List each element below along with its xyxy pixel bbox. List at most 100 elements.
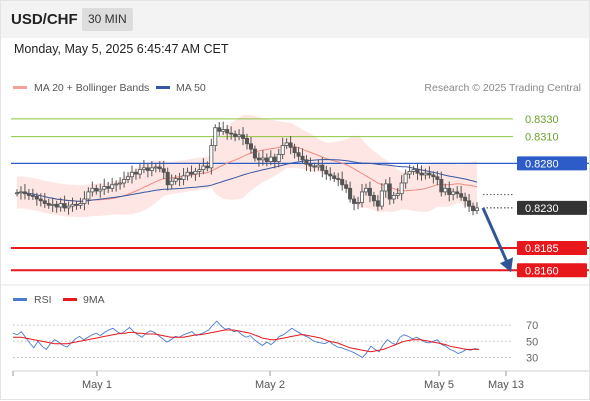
candle — [58, 197, 63, 212]
candle — [161, 160, 166, 180]
candle — [379, 183, 384, 210]
candle — [363, 183, 368, 196]
candle — [248, 137, 253, 154]
rsi-legend-swatch — [13, 298, 27, 301]
candle — [383, 179, 388, 198]
candle — [118, 177, 123, 190]
candle — [94, 184, 99, 195]
rsi-ma-line — [13, 329, 479, 353]
candle — [42, 192, 47, 209]
candle — [332, 172, 337, 183]
candle — [252, 145, 257, 162]
candle — [308, 157, 313, 172]
level-label-0-8280: 0.8280 — [525, 158, 559, 170]
candle — [181, 168, 186, 186]
timeframe-button[interactable]: 30 MIN — [82, 8, 133, 31]
candle — [102, 178, 107, 195]
candle — [288, 136, 293, 155]
copyright-label: Research © 2025 Trading Central — [424, 82, 581, 94]
rsi-grid: 70 50 30 — [13, 320, 538, 365]
candle — [371, 191, 376, 207]
candle — [268, 150, 273, 166]
candle — [82, 191, 87, 211]
candle — [340, 171, 345, 191]
candle — [129, 165, 134, 184]
ma50-legend-swatch — [156, 86, 170, 89]
candle — [375, 195, 380, 211]
candle — [284, 138, 289, 150]
candle — [213, 124, 218, 152]
candle — [145, 163, 150, 178]
candle — [336, 172, 341, 187]
candle — [14, 189, 19, 197]
candle — [451, 188, 456, 201]
candle — [387, 177, 392, 205]
candle — [114, 180, 119, 192]
candle — [98, 183, 103, 198]
candle — [78, 197, 83, 209]
level-labels: 0.8330 0.8310 0.8280 0.8230 0.8185 0.8160 — [517, 114, 587, 278]
candle — [209, 138, 214, 175]
level-lines — [11, 118, 589, 272]
rsi-ma-legend-swatch — [63, 298, 77, 301]
candle — [46, 198, 51, 209]
candle — [165, 167, 170, 191]
level-tag-0-8230 — [517, 200, 587, 215]
candle — [177, 172, 182, 187]
candle — [348, 181, 353, 203]
candle — [292, 143, 297, 159]
rsi-legend-label: RSI — [34, 294, 52, 306]
candle — [312, 162, 317, 172]
candle — [193, 167, 198, 181]
candle — [244, 133, 249, 150]
candle — [320, 157, 325, 178]
candle — [201, 158, 206, 175]
price-legend: MA 20 + Bollinger Bands MA 50 Research ©… — [13, 82, 581, 94]
candle — [439, 171, 444, 197]
candle — [90, 181, 95, 197]
candle — [359, 184, 364, 208]
candle — [431, 171, 436, 184]
candle — [443, 183, 448, 196]
candle — [296, 146, 301, 161]
forecast-arrow-shaft — [481, 207, 510, 265]
candle — [471, 202, 476, 216]
datetime-label: Monday, May 5, 2025 6:45:47 AM CET — [14, 42, 229, 56]
candle — [455, 186, 460, 199]
ma20-legend-swatch — [13, 86, 27, 89]
candle — [264, 153, 269, 167]
candle — [197, 163, 202, 178]
candle — [153, 163, 158, 173]
candle — [66, 201, 71, 215]
candle — [189, 165, 194, 178]
x-axis-label: May 1 — [82, 379, 112, 391]
candle — [407, 164, 412, 179]
candle — [133, 168, 138, 180]
candle — [38, 193, 43, 207]
candle — [467, 194, 472, 212]
chart-header: USD/CHF 30 MIN — [1, 1, 589, 38]
candle — [463, 192, 468, 208]
candle — [221, 121, 226, 135]
rsi-tick-label: 50 — [526, 336, 538, 348]
x-axis-label: May 5 — [424, 379, 454, 391]
level-label-0-8330: 0.8330 — [525, 114, 559, 126]
candle — [34, 192, 39, 206]
candle — [316, 159, 321, 171]
candle — [411, 166, 416, 175]
symbol-label: USD/CHF — [11, 11, 78, 28]
candle — [149, 161, 154, 177]
candle — [403, 169, 408, 189]
candle — [54, 200, 59, 213]
candle — [260, 150, 265, 166]
ma20-legend-label: MA 20 + Bollinger Bands — [34, 82, 149, 94]
candle — [229, 126, 234, 140]
rsi-legend: RSI 9MA — [13, 294, 105, 306]
candle — [435, 171, 440, 186]
candle — [423, 168, 428, 180]
candle — [30, 188, 35, 200]
level-tag-0-8160 — [517, 263, 587, 278]
candle — [86, 187, 91, 205]
candle — [137, 163, 142, 179]
